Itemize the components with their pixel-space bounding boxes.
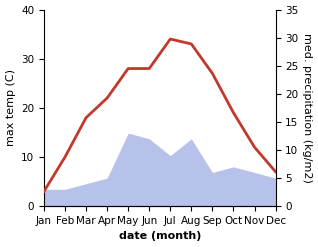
Y-axis label: med. precipitation (kg/m2): med. precipitation (kg/m2) xyxy=(302,33,313,183)
Y-axis label: max temp (C): max temp (C) xyxy=(5,69,16,146)
X-axis label: date (month): date (month) xyxy=(119,231,201,242)
